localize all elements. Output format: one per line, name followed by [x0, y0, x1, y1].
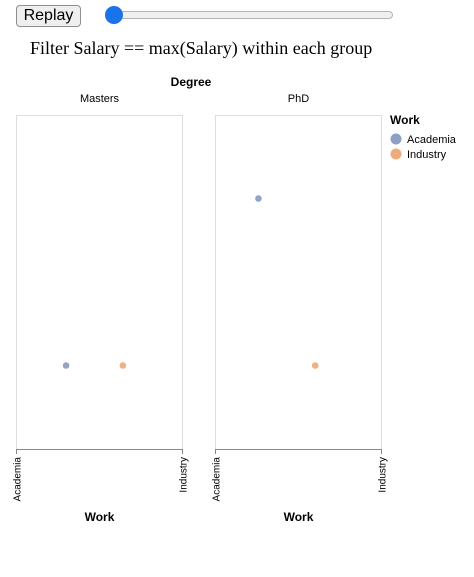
point-phd-industry	[311, 362, 319, 369]
x-axis-title-masters: Work	[85, 510, 115, 524]
x-tick-label-masters-industry: Industry	[179, 457, 190, 493]
x-axis-title-phd: Work	[284, 510, 314, 524]
facet-label-masters: Masters	[80, 93, 120, 105]
panel-frame-phd	[215, 115, 382, 450]
page-heading: Filter Salary == max(Salary) within each…	[30, 38, 373, 58]
facet-header-title: Degree	[171, 75, 212, 89]
x-tick-label-phd-industry: Industry	[378, 457, 389, 493]
slider-thumb[interactable]	[105, 6, 123, 24]
facet-label-phd: PhD	[288, 93, 309, 105]
legend-swatch-academia	[390, 133, 402, 145]
legend-title: Work	[390, 113, 420, 127]
x-tick-label-masters-academia: Academia	[13, 457, 24, 502]
replay-button[interactable]: Replay	[16, 5, 81, 27]
legend-swatch-industry	[390, 148, 402, 160]
controls-bar: Replay	[0, 0, 474, 36]
x-tick-label-phd-academia: Academia	[212, 457, 223, 502]
legend-label-industry: Industry	[407, 149, 447, 161]
point-masters-industry	[119, 362, 127, 369]
point-masters-academia	[62, 362, 70, 369]
legend-label-academia: Academia	[407, 134, 457, 146]
panel-frame-masters	[16, 115, 183, 450]
point-phd-academia	[255, 195, 262, 202]
